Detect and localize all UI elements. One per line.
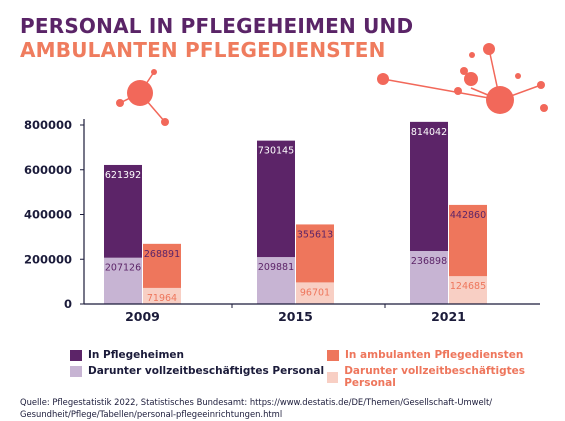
bar-heim-vz-2021 <box>410 250 448 304</box>
x-tick-label-2009: 2009 <box>125 309 160 324</box>
deco-circle-b8 <box>540 104 548 112</box>
legend-swatch-heim-vz <box>70 365 82 377</box>
value-label-amb-2015: 355613 <box>297 229 333 240</box>
deco-circle-a3 <box>151 69 157 75</box>
value-label-heim-2021: 814042 <box>411 127 447 138</box>
page-title-line1: PERSONAL IN PFLEGEHEIMEN UND <box>20 14 414 38</box>
value-label-heim-2015: 730145 <box>258 146 294 157</box>
deco-circle-b4 <box>460 67 468 75</box>
y-tick-label-200000: 200000 <box>24 252 72 266</box>
deco-circle-a1 <box>116 99 124 107</box>
deco-circle-b2 <box>377 73 389 85</box>
deco-circle-b5 <box>469 52 475 58</box>
bar-amb-vz-2009 <box>143 287 181 304</box>
value-label-amb-2009: 268891 <box>144 249 180 260</box>
value-label-heim-2009: 621392 <box>105 170 141 181</box>
deco-circle-b3 <box>464 72 478 86</box>
y-tick-label-0: 0 <box>64 297 72 311</box>
legend-swatch-amb-vz <box>327 371 339 383</box>
value-label-amb-vz-2021: 124685 <box>450 281 486 292</box>
value-label-heim-vz-2021: 236898 <box>411 256 447 267</box>
legend-label-heim-vz: Darunter vollzeitbeschäftigtes Personal <box>88 365 325 377</box>
legend-item-heim-vz: Darunter vollzeitbeschäftigtes Personal <box>70 365 324 377</box>
x-tick-label-2015: 2015 <box>278 309 313 324</box>
page-title-line2: AMBULANTEN PFLEGEDIENSTEN <box>20 38 386 62</box>
bar-heim-vz-2009 <box>104 257 142 304</box>
bar-heim-vz-2015 <box>257 257 295 304</box>
legend-swatch-amb <box>327 349 339 361</box>
chart-axes: 2009 2015 2021 0 200000 400000 600000 800000 <box>24 118 540 324</box>
value-label-amb-vz-2015: 96701 <box>300 287 330 298</box>
legend-label-amb-vz: Darunter vollzeitbeschäftigtes Personal <box>344 365 525 389</box>
source-line-2: Gesundheit/Pflege/Tabellen/personal-pfle… <box>20 409 283 419</box>
legend-item-amb-vz: Darunter vollzeitbeschäftigtes Personal <box>327 365 565 389</box>
value-label-amb-2021: 442860 <box>450 210 486 221</box>
decorative-molecule-graphic <box>116 43 548 126</box>
deco-circle-b6 <box>454 87 462 95</box>
y-tick-label-600000: 600000 <box>24 163 72 177</box>
deco-circle-b9 <box>515 73 521 79</box>
legend-label-heim: In Pflegeheimen <box>88 349 185 361</box>
bar-amb-vz-2015 <box>296 282 334 304</box>
source-line-1: Quelle: Pflegestatistik 2022, Statistisc… <box>20 397 493 407</box>
legend-item-amb: In ambulanten Pflegediensten <box>327 349 523 361</box>
legend-item-heim: In Pflegeheimen <box>70 349 184 361</box>
deco-line-b1 <box>382 78 501 101</box>
deco-circle-a2 <box>161 118 169 126</box>
deco-circle-b-main <box>486 86 514 114</box>
legend-swatch-heim <box>70 349 82 361</box>
y-tick-label-800000: 800000 <box>24 118 72 132</box>
value-label-heim-vz-2015: 209881 <box>258 262 294 273</box>
deco-circle-b1 <box>483 43 495 55</box>
value-label-heim-vz-2009: 207126 <box>105 263 141 274</box>
y-tick-label-400000: 400000 <box>24 208 72 222</box>
source-note: Quelle: Pflegestatistik 2022, Statistisc… <box>20 396 550 420</box>
deco-circle-a-main <box>127 80 153 106</box>
bar-amb-vz-2021 <box>449 276 487 304</box>
x-tick-label-2021: 2021 <box>431 309 466 324</box>
value-label-amb-vz-2009: 71964 <box>147 293 177 304</box>
legend-label-amb: In ambulanten Pflegediensten <box>345 349 524 361</box>
chart-bars <box>104 121 487 305</box>
deco-circle-b7 <box>537 81 545 89</box>
